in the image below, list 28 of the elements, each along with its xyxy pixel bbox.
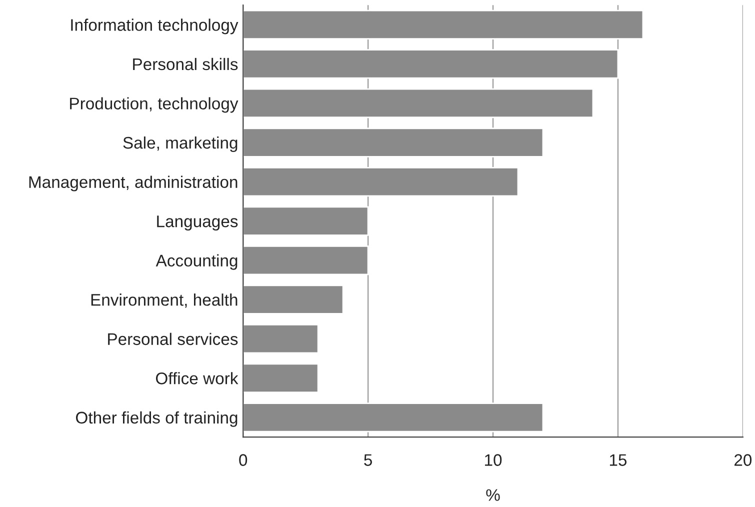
y-tick-label: Personal skills: [133, 58, 238, 70]
bar: [243, 10, 644, 40]
x-tick-label: 10: [485, 454, 502, 466]
y-tick-label: Sale, marketing: [123, 136, 238, 152]
x-axis-title: %: [486, 489, 500, 501]
bar: [243, 402, 544, 432]
y-tick-label: Production, technology: [70, 97, 238, 113]
y-tick-label: Information technology: [71, 18, 238, 34]
y-tick-label: Office work: [156, 372, 238, 384]
bar: [243, 284, 344, 314]
y-tick-label: Accounting: [156, 254, 238, 270]
bar: [243, 49, 619, 79]
bar: [243, 324, 319, 354]
x-tick-label: 0: [239, 454, 248, 466]
y-tick-label: Personal services: [108, 332, 238, 346]
y-tick-label: Languages: [157, 216, 238, 231]
x-tick-label: 5: [364, 454, 372, 466]
bar: [243, 245, 369, 276]
bar: [243, 128, 544, 158]
y-tick-label: Management, administration: [29, 176, 238, 192]
bar: [243, 166, 519, 197]
bar: [243, 88, 594, 118]
y-tick-label: Environment, health: [91, 294, 238, 308]
x-tick-label: 15: [610, 454, 627, 466]
x-tick-label: 20: [734, 454, 752, 466]
bar: [243, 206, 369, 236]
bar: [243, 363, 319, 393]
y-tick-label: Other fields of training: [76, 411, 238, 427]
